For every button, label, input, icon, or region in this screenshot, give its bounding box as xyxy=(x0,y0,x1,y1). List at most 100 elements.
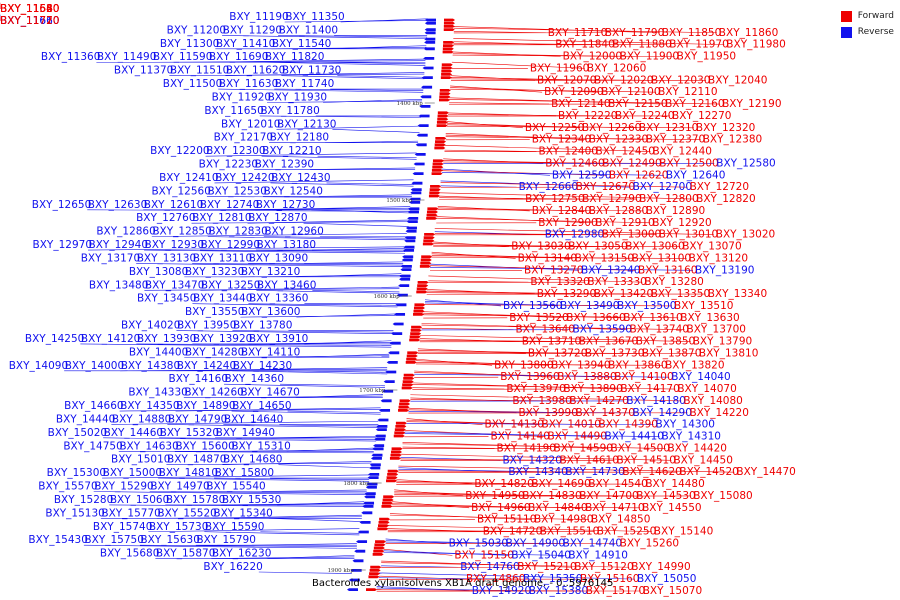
reverse-feature-label[interactable]: BXY_12230 xyxy=(199,159,258,171)
reverse-feature-label[interactable]: BXY_15730 xyxy=(149,521,208,533)
forward-feature-label[interactable]: BXY_14820 xyxy=(474,478,533,490)
forward-feature-label[interactable]: BXY_11710 xyxy=(548,27,607,39)
forward-feature-label[interactable]: BXY_13030 xyxy=(511,241,570,253)
forward-feature-label[interactable]: BXY_12460 xyxy=(545,157,604,169)
forward-feature-label[interactable]: BXY_11950 xyxy=(677,51,736,63)
forward-feature-label[interactable]: BXY_11720 xyxy=(0,15,59,27)
reverse-feature-label[interactable]: BXY_15780 xyxy=(166,494,225,506)
forward-feature-label[interactable]: BXY_12190 xyxy=(722,98,781,110)
reverse-feature-label[interactable]: BXY_12650 xyxy=(32,199,91,211)
forward-feature-label[interactable]: BXY_13730 xyxy=(585,347,644,359)
forward-feature-label[interactable]: BXY_13640 xyxy=(516,324,575,336)
forward-feature-label[interactable]: BXY_14920 xyxy=(472,585,531,597)
forward-feature-label[interactable]: BXY_13330 xyxy=(587,276,646,288)
reverse-feature-label[interactable]: BXY_15060 xyxy=(110,494,169,506)
reverse-feature-label[interactable]: BXY_13480 xyxy=(89,279,148,291)
reverse-feature-label[interactable]: BXY_13090 xyxy=(249,252,308,264)
forward-feature-label[interactable]: BXY_14850 xyxy=(591,514,650,526)
forward-feature-label[interactable]: BXY_14760 xyxy=(460,561,519,573)
forward-feature-label[interactable]: BXY_13240 xyxy=(581,264,640,276)
reverse-feature-label[interactable]: BXY_12630 xyxy=(88,199,147,211)
reverse-feature-label[interactable]: BXY_13210 xyxy=(241,266,300,278)
reverse-feature-label[interactable]: BXY_11920 xyxy=(212,91,271,103)
reverse-feature-label[interactable]: BXY_15310 xyxy=(231,440,290,452)
forward-feature-label[interactable]: BXY_13860 xyxy=(608,359,667,371)
forward-feature-label[interactable]: BXY_14730 xyxy=(565,466,624,478)
forward-feature-label[interactable]: BXY_12720 xyxy=(690,181,749,193)
forward-feature-label[interactable]: BXY_12150 xyxy=(608,98,667,110)
reverse-feature-label[interactable]: BXY_14360 xyxy=(225,373,284,385)
forward-feature-label[interactable]: BXY_14420 xyxy=(667,442,726,454)
reverse-feature-label[interactable]: BXY_13130 xyxy=(137,252,196,264)
forward-feature-label[interactable]: BXY_13630 xyxy=(680,312,739,324)
forward-feature-label[interactable]: BXY_11860 xyxy=(719,27,778,39)
forward-feature-label[interactable]: BXY_13870 xyxy=(642,347,701,359)
forward-feature-label[interactable]: BXY_14320 xyxy=(502,454,561,466)
forward-feature-label[interactable]: BXY_14100 xyxy=(614,371,673,383)
reverse-feature-label[interactable]: BXY_12960 xyxy=(264,226,323,238)
forward-feature-label[interactable]: BXY_11560 xyxy=(0,3,59,15)
reverse-feature-label[interactable]: BXY_13780 xyxy=(233,320,292,332)
reverse-feature-label[interactable]: BXY_12760 xyxy=(136,212,195,224)
reverse-feature-label[interactable]: BXY_12390 xyxy=(255,159,314,171)
reverse-feature-label[interactable]: BXY_11930 xyxy=(268,91,327,103)
reverse-feature-label[interactable]: BXY_15800 xyxy=(215,467,274,479)
forward-feature-label[interactable]: BXY_14170 xyxy=(620,383,679,395)
reverse-feature-label[interactable]: BXY_14240 xyxy=(177,360,236,372)
forward-feature-label[interactable]: BXY_12110 xyxy=(658,86,717,98)
reverse-feature-label[interactable]: BXY_11740 xyxy=(275,78,334,90)
reverse-feature-label[interactable]: BXY_11200 xyxy=(167,24,226,36)
forward-feature-label[interactable]: BXY_11970 xyxy=(669,39,728,51)
forward-feature-label[interactable]: BXY_11840 xyxy=(555,39,614,51)
forward-feature-label[interactable]: BXY_15170 xyxy=(586,585,645,597)
forward-feature-label[interactable]: BXY_13720 xyxy=(528,347,587,359)
forward-feature-label[interactable]: BXY_14960 xyxy=(471,502,530,514)
forward-feature-label[interactable]: BXY_12320 xyxy=(696,122,755,134)
reverse-feature-label[interactable]: BXY_12940 xyxy=(89,239,148,251)
forward-feature-label[interactable]: BXY_14950 xyxy=(465,490,524,502)
forward-feature-label[interactable]: BXY_14990 xyxy=(631,561,690,573)
forward-feature-label[interactable]: BXY_11850 xyxy=(662,27,721,39)
forward-feature-label[interactable]: BXY_14390 xyxy=(598,419,657,431)
forward-feature-label[interactable]: BXY_15250 xyxy=(597,526,656,538)
forward-feature-label[interactable]: BXY_13710 xyxy=(522,336,581,348)
forward-feature-label[interactable]: BXY_14450 xyxy=(673,454,732,466)
forward-feature-label[interactable]: BXY_12160 xyxy=(665,98,724,110)
reverse-feature-label[interactable]: BXY_15010 xyxy=(111,454,170,466)
reverse-feature-label[interactable]: BXY_13080 xyxy=(129,266,188,278)
forward-feature-label[interactable]: BXY_13590 xyxy=(573,324,632,336)
forward-feature-label[interactable]: BXY_15150 xyxy=(454,549,513,561)
reverse-feature-label[interactable]: BXY_14630 xyxy=(119,440,178,452)
forward-feature-label[interactable]: BXY_13420 xyxy=(594,288,653,300)
forward-feature-label[interactable]: BXY_14620 xyxy=(622,466,681,478)
reverse-feature-label[interactable]: BXY_12430 xyxy=(271,172,330,184)
reverse-feature-label[interactable]: BXY_15300 xyxy=(47,467,106,479)
reverse-feature-label[interactable]: BXY_15340 xyxy=(213,507,272,519)
reverse-feature-label[interactable]: BXY_14680 xyxy=(223,454,282,466)
forward-feature-label[interactable]: BXY_13190 xyxy=(695,264,754,276)
reverse-feature-label[interactable]: BXY_11620 xyxy=(226,65,285,77)
reverse-feature-label[interactable]: BXY_14000 xyxy=(65,360,124,372)
reverse-feature-label[interactable]: BXY_13180 xyxy=(257,239,316,251)
reverse-feature-label[interactable]: BXY_14970 xyxy=(150,481,209,493)
reverse-feature-label[interactable]: BXY_13110 xyxy=(193,252,252,264)
reverse-feature-label[interactable]: BXY_12810 xyxy=(192,212,251,224)
reverse-feature-label[interactable]: BXY_13250 xyxy=(201,279,260,291)
reverse-feature-label[interactable]: BXY_11690 xyxy=(209,51,268,63)
forward-feature-label[interactable]: BXY_14370 xyxy=(575,407,634,419)
forward-feature-label[interactable]: BXY_13050 xyxy=(568,241,627,253)
forward-feature-label[interactable]: BXY_12220 xyxy=(558,110,617,122)
reverse-feature-label[interactable]: BXY_14260 xyxy=(184,387,243,399)
forward-feature-label[interactable]: BXY_12660 xyxy=(519,181,578,193)
forward-feature-label[interactable]: BXY_13100 xyxy=(632,252,691,264)
reverse-feature-label[interactable]: BXY_15540 xyxy=(206,481,265,493)
forward-feature-label[interactable]: BXY_14130 xyxy=(484,419,543,431)
reverse-feature-label[interactable]: BXY_15130 xyxy=(45,507,104,519)
reverse-feature-label[interactable]: BXY_11780 xyxy=(260,105,319,117)
reverse-feature-label[interactable]: BXY_14250 xyxy=(25,333,84,345)
reverse-feature-label[interactable]: BXY_15600 xyxy=(175,440,234,452)
forward-feature-label[interactable]: BXY_14830 xyxy=(522,490,581,502)
forward-feature-label[interactable]: BXY_13980 xyxy=(512,395,571,407)
forward-feature-label[interactable]: BXY_11520 xyxy=(0,3,59,15)
reverse-feature-label[interactable]: BXY_14460 xyxy=(104,427,163,439)
